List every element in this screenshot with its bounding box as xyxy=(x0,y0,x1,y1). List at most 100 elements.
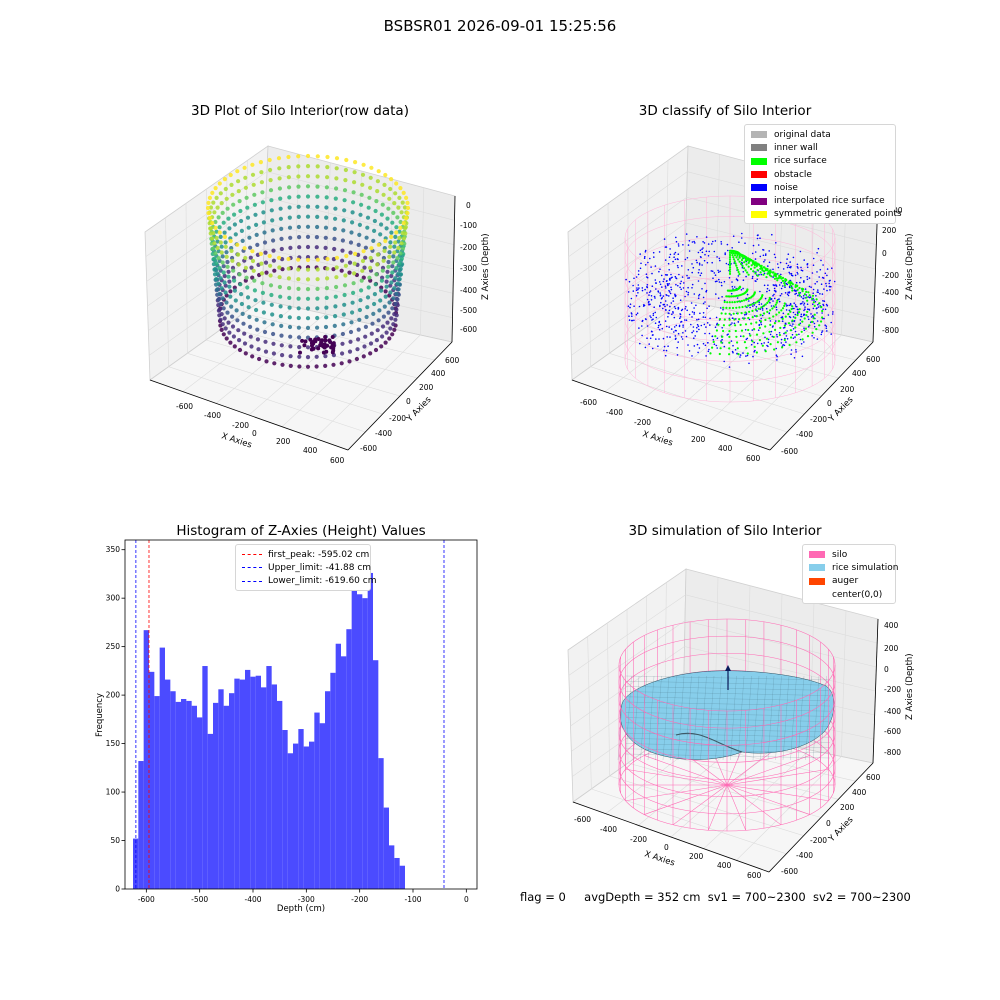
classify-noise-point xyxy=(630,297,633,300)
raw-data-point xyxy=(365,305,370,310)
legend-item: Lower_limit: -619.60 cm xyxy=(242,575,376,588)
raw-data-point xyxy=(396,239,401,244)
raw-data-point xyxy=(226,274,231,279)
rice-surface-mesh xyxy=(625,701,831,707)
classify-rice-point xyxy=(768,272,771,275)
classify-noise-point xyxy=(679,286,681,289)
raw-data-point xyxy=(210,221,215,226)
classify-noise-point xyxy=(631,319,633,322)
classify-noise-point xyxy=(804,308,806,311)
raw-data-point xyxy=(223,240,228,245)
raw-data-point xyxy=(252,278,257,283)
simulation-auger xyxy=(725,665,731,690)
classify-noise-point xyxy=(649,315,651,317)
raw-data-point xyxy=(305,355,311,360)
raw-data-point xyxy=(210,236,215,241)
raw-data-point xyxy=(297,345,302,350)
classify-noise-point xyxy=(668,256,671,259)
classify-rice-point xyxy=(722,306,725,309)
raw-data-point xyxy=(303,339,308,344)
rice-surface-mesh xyxy=(692,675,700,761)
legend-label: center(0,0) xyxy=(832,589,883,600)
classify-noise-point xyxy=(677,266,679,269)
raw-data-point xyxy=(314,235,319,240)
classify-noise-point xyxy=(800,313,803,316)
histogram-bar xyxy=(245,669,251,889)
raw-data-point xyxy=(399,256,404,261)
raw-data-point xyxy=(259,170,264,175)
legend-item: symmetric generated points xyxy=(751,208,902,221)
raw-data-point xyxy=(262,329,268,335)
classify-noise-point xyxy=(707,350,710,353)
classify-noise-point xyxy=(733,286,736,288)
raw-data-point xyxy=(269,208,274,213)
raw-data-point xyxy=(267,253,272,259)
classify-noise-point xyxy=(697,251,700,254)
classify-rice-point xyxy=(743,267,746,270)
classify-noise-point xyxy=(763,284,766,287)
classify-rice-point xyxy=(714,335,717,338)
raw-data-point xyxy=(379,344,384,349)
classify-noise-point xyxy=(641,287,644,289)
histogram-bar xyxy=(191,705,197,889)
raw-data-point xyxy=(259,180,264,185)
classify-rice-point xyxy=(763,312,766,315)
raw-data-point xyxy=(361,249,366,254)
classify-noise-point xyxy=(723,360,725,363)
classify-rice-point xyxy=(775,277,779,280)
raw-data-point xyxy=(350,220,355,225)
histogram-bar xyxy=(207,733,213,889)
classify-rice-point xyxy=(766,272,769,275)
classify-noise-point xyxy=(669,291,671,293)
legend-swatch xyxy=(751,197,767,205)
rice-surface-mesh xyxy=(685,675,692,761)
classify-noise-point xyxy=(669,277,671,280)
classify-rice-point xyxy=(771,307,774,310)
classify-noise-point xyxy=(672,300,675,302)
classify-noise-point xyxy=(817,306,820,308)
rice-surface-mesh xyxy=(625,707,831,712)
classify-noise-point xyxy=(638,327,640,329)
raw-data-point xyxy=(341,228,346,233)
classify-noise-point xyxy=(742,352,744,354)
classify-noise-point xyxy=(832,311,834,313)
classify-rice-point xyxy=(784,315,787,318)
raw-data-point xyxy=(220,296,225,301)
raw-data-point xyxy=(305,325,311,330)
histogram-frame xyxy=(124,539,478,890)
raw-data-point xyxy=(367,195,372,200)
classify-rice-point xyxy=(791,305,794,308)
classify-noise-point xyxy=(792,328,795,330)
classify-noise-point xyxy=(789,261,791,263)
classify-noise-point xyxy=(684,295,686,298)
classify-rice-point xyxy=(762,266,766,269)
classify-noise-point xyxy=(702,312,705,314)
raw-data-point xyxy=(256,347,261,352)
classify-noise-point xyxy=(717,269,719,272)
classify-rice-point xyxy=(787,313,790,316)
legend-line xyxy=(242,580,262,582)
raw-data-point xyxy=(280,267,285,272)
raw-data-point xyxy=(384,279,389,284)
classify-noise-point xyxy=(635,276,638,278)
classify-noise-point xyxy=(646,284,649,286)
raw-data-point xyxy=(316,346,321,351)
classify-noise-point xyxy=(670,286,672,289)
classify-noise-point xyxy=(753,351,755,353)
raw-data-point xyxy=(237,199,242,204)
raw-data-point xyxy=(305,316,311,321)
classify-noise-point xyxy=(680,280,682,283)
raw-data-point xyxy=(221,306,226,311)
classify-rice-point xyxy=(728,301,731,304)
legend-label: auger xyxy=(832,576,859,587)
classify-noise-point xyxy=(763,260,765,263)
raw-data-point xyxy=(239,218,244,224)
classify-xtick: 400 xyxy=(718,444,733,453)
classify-rice-point xyxy=(735,335,738,338)
classify-rice-point xyxy=(776,341,780,344)
raw-data-point xyxy=(268,263,273,268)
classify-rice-point xyxy=(780,277,783,280)
rice-surface-mesh xyxy=(730,675,737,761)
classify-noise-point xyxy=(650,295,653,297)
